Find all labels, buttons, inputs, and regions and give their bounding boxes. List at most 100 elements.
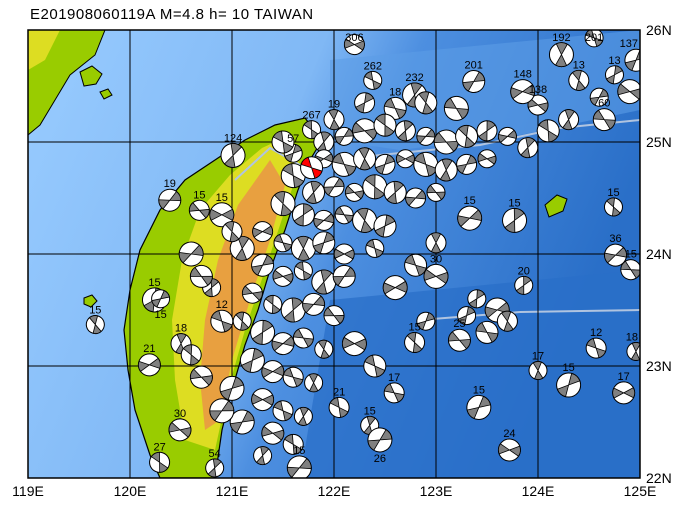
focal-mechanism-beachball[interactable] — [512, 274, 535, 297]
focal-mechanism-beachball[interactable] — [373, 214, 398, 239]
focal-mechanism-beachball[interactable] — [584, 29, 604, 48]
target-event-beachball[interactable] — [300, 156, 324, 180]
focal-mechanism-beachball[interactable] — [353, 91, 376, 114]
focal-mechanism-beachball[interactable] — [402, 185, 428, 211]
focal-mechanism-beachball[interactable] — [589, 87, 610, 108]
focal-mechanism-beachball[interactable] — [431, 155, 462, 186]
focal-mechanism-beachball[interactable] — [310, 128, 338, 156]
focal-mechanism-beachball[interactable] — [292, 326, 315, 349]
focal-mechanism-beachball[interactable] — [218, 218, 245, 245]
focal-mechanism-beachball[interactable] — [230, 309, 254, 333]
focal-mechanism-beachball[interactable] — [383, 96, 407, 120]
focal-mechanism-beachball[interactable] — [585, 337, 607, 359]
focal-mechanism-beachball[interactable] — [83, 312, 108, 337]
focal-mechanism-beachball[interactable] — [286, 231, 320, 265]
focal-mechanism-beachball[interactable] — [250, 443, 275, 468]
focal-mechanism-beachball[interactable] — [442, 94, 471, 123]
focal-mechanism-beachball[interactable] — [207, 396, 237, 426]
focal-mechanism-beachball[interactable] — [203, 456, 227, 480]
focal-mechanism-beachball[interactable] — [284, 452, 315, 483]
focal-mechanism-beachball[interactable] — [371, 111, 399, 139]
focal-mechanism-beachball[interactable] — [281, 432, 305, 456]
focal-mechanism-beachball[interactable] — [267, 187, 299, 219]
focal-mechanism-beachball[interactable] — [366, 426, 395, 455]
focal-mechanism-beachball[interactable] — [186, 197, 212, 223]
focal-mechanism-beachball[interactable] — [349, 143, 380, 174]
focal-mechanism-beachball[interactable] — [506, 75, 540, 109]
focal-mechanism-beachball[interactable] — [360, 172, 391, 203]
focal-mechanism-beachball[interactable] — [257, 356, 288, 387]
focal-mechanism-beachball[interactable] — [525, 358, 550, 383]
focal-mechanism-beachball[interactable] — [337, 327, 371, 361]
focal-mechanism-beachball[interactable] — [619, 257, 643, 281]
focal-mechanism-beachball[interactable] — [187, 362, 216, 391]
focal-mechanism-beachball[interactable] — [474, 146, 499, 171]
focal-mechanism-beachball[interactable] — [228, 408, 255, 435]
focal-mechanism-beachball[interactable] — [602, 195, 626, 219]
focal-mechanism-beachball[interactable] — [416, 311, 436, 331]
focal-mechanism-beachball[interactable] — [134, 350, 165, 381]
focal-mechanism-beachball[interactable] — [219, 375, 245, 401]
focal-mechanism-beachball[interactable] — [248, 318, 277, 347]
focal-mechanism-beachball[interactable] — [466, 394, 492, 420]
focal-mechanism-beachball[interactable] — [272, 400, 294, 422]
focal-mechanism-beachball[interactable] — [495, 124, 520, 149]
focal-mechanism-beachball[interactable] — [544, 38, 578, 72]
focal-mechanism-beachball[interactable] — [401, 329, 428, 356]
focal-mechanism-beachball[interactable] — [383, 382, 405, 404]
focal-mechanism-beachball[interactable] — [239, 280, 266, 307]
focal-mechanism-beachball[interactable] — [494, 435, 525, 466]
focal-mechanism-beachball[interactable] — [311, 337, 336, 362]
focal-mechanism-beachball[interactable] — [239, 347, 266, 374]
focal-mechanism-beachball[interactable] — [452, 122, 481, 151]
focal-mechanism-beachball[interactable] — [147, 450, 172, 475]
focal-mechanism-beachball[interactable] — [156, 186, 184, 214]
focal-mechanism-beachball[interactable] — [365, 238, 385, 258]
focal-mechanism-beachball[interactable] — [404, 253, 428, 277]
focal-mechanism-beachball[interactable] — [175, 238, 207, 270]
focal-mechanism-beachball[interactable] — [333, 125, 355, 147]
focal-mechanism-beachball[interactable] — [279, 162, 307, 190]
focal-mechanism-beachball[interactable] — [474, 320, 499, 345]
focal-mechanism-beachball[interactable] — [217, 139, 249, 171]
focal-mechanism-beachball[interactable] — [249, 218, 277, 246]
focal-mechanism-beachball[interactable] — [604, 64, 625, 85]
focal-mechanism-beachball[interactable] — [321, 303, 346, 328]
focal-mechanism-beachball[interactable] — [514, 134, 541, 161]
focal-mechanism-beachball[interactable] — [535, 117, 562, 144]
focal-mechanism-beachball[interactable] — [270, 129, 295, 154]
focal-mechanism-beachball[interactable] — [268, 328, 298, 358]
focal-mechanism-beachball[interactable] — [340, 30, 368, 58]
focal-mechanism-beachball[interactable] — [393, 146, 418, 171]
focal-mechanism-beachball[interactable] — [165, 415, 195, 445]
focal-mechanism-beachball[interactable] — [466, 288, 488, 310]
focal-mechanism-beachball[interactable] — [322, 175, 346, 199]
focal-mechanism-beachball[interactable] — [298, 177, 328, 207]
focal-mechanism-beachball[interactable] — [623, 339, 648, 364]
focal-mechanism-beachball[interactable] — [413, 151, 439, 177]
focal-mechanism-beachball[interactable] — [381, 178, 410, 207]
focal-mechanism-beachball[interactable] — [608, 377, 639, 408]
focal-mechanism-beachball[interactable] — [475, 118, 500, 143]
focal-mechanism-beachball[interactable] — [411, 88, 442, 119]
focal-mechanism-beachball[interactable] — [342, 180, 366, 204]
focal-mechanism-beachball[interactable] — [312, 231, 336, 255]
focal-mechanism-beachball[interactable] — [291, 404, 316, 429]
focal-mechanism-beachball[interactable] — [363, 354, 387, 378]
focal-mechanism-beachball[interactable] — [556, 372, 582, 398]
focal-mechanism-beachball[interactable] — [374, 153, 396, 175]
focal-mechanism-beachball[interactable] — [178, 342, 204, 368]
focal-mechanism-beachball[interactable] — [453, 202, 486, 235]
focal-mechanism-beachball[interactable] — [499, 205, 530, 236]
focal-mechanism-beachball[interactable] — [555, 106, 583, 134]
focal-mechanism-beachball[interactable] — [457, 306, 477, 326]
focal-mechanism-beachball[interactable] — [320, 105, 348, 133]
focal-mechanism-beachball[interactable] — [331, 263, 358, 290]
focal-mechanism-beachball[interactable] — [210, 309, 234, 333]
focal-mechanism-beachball[interactable] — [258, 418, 289, 449]
focal-mechanism-beachball[interactable] — [392, 118, 419, 145]
focal-mechanism-beachball[interactable] — [290, 201, 317, 228]
focal-mechanism-beachball[interactable] — [331, 151, 357, 177]
focal-mechanism-beachball[interactable] — [247, 384, 278, 415]
focal-mechanism-beachball[interactable] — [363, 70, 383, 90]
